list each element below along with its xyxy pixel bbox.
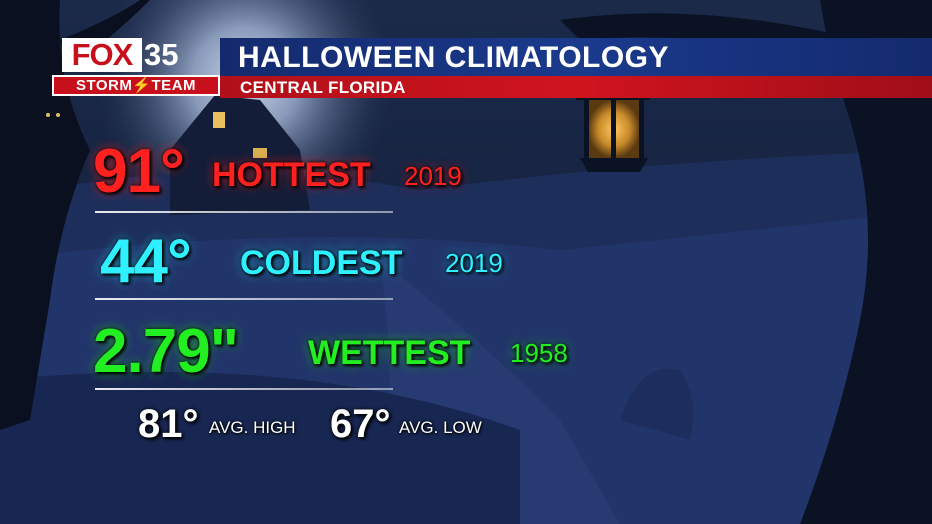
hottest-value: 91° [93,137,185,206]
avg-low-value: 67° [330,402,391,446]
divider [95,388,393,390]
graphic-subtitle: CENTRAL FLORIDA [240,78,406,97]
logo-top: FOX 35 [52,38,220,72]
hottest-label: HOTTEST [212,156,371,194]
wettest-label: WETTEST [308,334,471,372]
wettest-year: 1958 [510,338,568,368]
logo-channel-number: 35 [144,37,179,72]
header-subtitle-bar [220,76,932,98]
fox35-storm-team-logo: FOX 35 STORM⚡TEAM [52,38,220,98]
coldest-label: COLDEST [240,244,403,282]
coldest-value: 44° [100,227,192,296]
avg-high-value: 81° [138,402,199,446]
divider [95,211,393,213]
hottest-year: 2019 [404,161,462,191]
coldest-year: 2019 [445,248,503,278]
wettest-value: 2.79" [93,317,239,386]
divider [95,298,393,300]
graphic-title: HALLOWEEN CLIMATOLOGY [238,41,670,74]
avg-low-label: AVG. LOW [399,418,482,437]
logo-storm-team: STORM⚡TEAM [52,75,220,96]
header-title-bar [220,38,932,76]
avg-high-label: AVG. HIGH [209,418,296,437]
logo-fox-text: FOX [62,38,142,72]
